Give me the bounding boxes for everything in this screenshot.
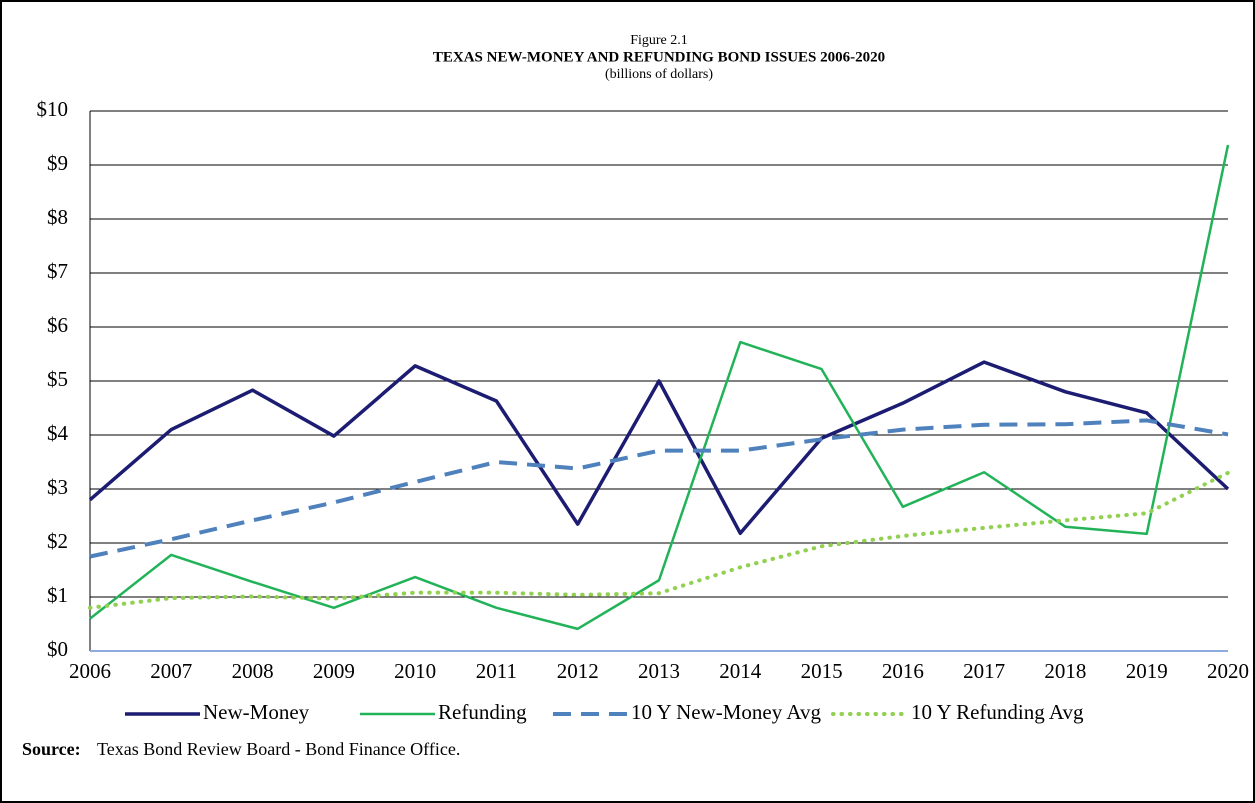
y-tick-label: $7 bbox=[47, 259, 68, 283]
y-tick-label: $8 bbox=[47, 205, 68, 229]
chart-title: TEXAS NEW-MONEY AND REFUNDING BOND ISSUE… bbox=[433, 49, 885, 65]
x-tick-label: 2007 bbox=[150, 659, 192, 683]
legend-label: New-Money bbox=[203, 700, 310, 724]
y-tick-label: $10 bbox=[37, 97, 69, 121]
legend-label: 10 Y Refunding Avg bbox=[911, 700, 1084, 724]
x-tick-label: 2008 bbox=[232, 659, 274, 683]
y-tick-label: $5 bbox=[47, 367, 68, 391]
x-tick-label: 2010 bbox=[394, 659, 436, 683]
y-tick-label: $2 bbox=[47, 529, 68, 553]
x-tick-label: 2019 bbox=[1126, 659, 1168, 683]
chart-subtitle: (billions of dollars) bbox=[605, 67, 713, 82]
x-tick-label: 2013 bbox=[638, 659, 680, 683]
series-line bbox=[88, 360, 1230, 536]
x-tick-label: 2012 bbox=[557, 659, 599, 683]
x-tick-label: 2011 bbox=[476, 659, 517, 683]
y-tick-label: $1 bbox=[47, 583, 68, 607]
series-line bbox=[89, 144, 1230, 631]
source-label: Source: bbox=[22, 739, 81, 759]
y-tick-label: $3 bbox=[47, 475, 68, 499]
legend-label: Refunding bbox=[438, 700, 527, 724]
y-tick-label: $9 bbox=[47, 151, 68, 175]
x-tick-label: 2016 bbox=[882, 659, 924, 683]
y-tick-label: $6 bbox=[47, 313, 68, 337]
source-text: Texas Bond Review Board - Bond Finance O… bbox=[97, 739, 460, 759]
legend-label: 10 Y New-Money Avg bbox=[631, 700, 821, 724]
x-tick-label: 2006 bbox=[69, 659, 111, 683]
series-line bbox=[89, 418, 1229, 559]
y-tick-label: $0 bbox=[47, 637, 68, 661]
x-tick-label: 2014 bbox=[719, 659, 762, 683]
x-tick-label: 2017 bbox=[963, 659, 1005, 683]
x-tick-label: 2009 bbox=[313, 659, 355, 683]
series-line bbox=[88, 470, 1230, 610]
x-tick-label: 2018 bbox=[1044, 659, 1086, 683]
figure-label: Figure 2.1 bbox=[630, 33, 688, 48]
y-tick-label: $4 bbox=[47, 421, 69, 445]
x-tick-label: 2020 bbox=[1207, 659, 1249, 683]
x-tick-label: 2015 bbox=[801, 659, 843, 683]
